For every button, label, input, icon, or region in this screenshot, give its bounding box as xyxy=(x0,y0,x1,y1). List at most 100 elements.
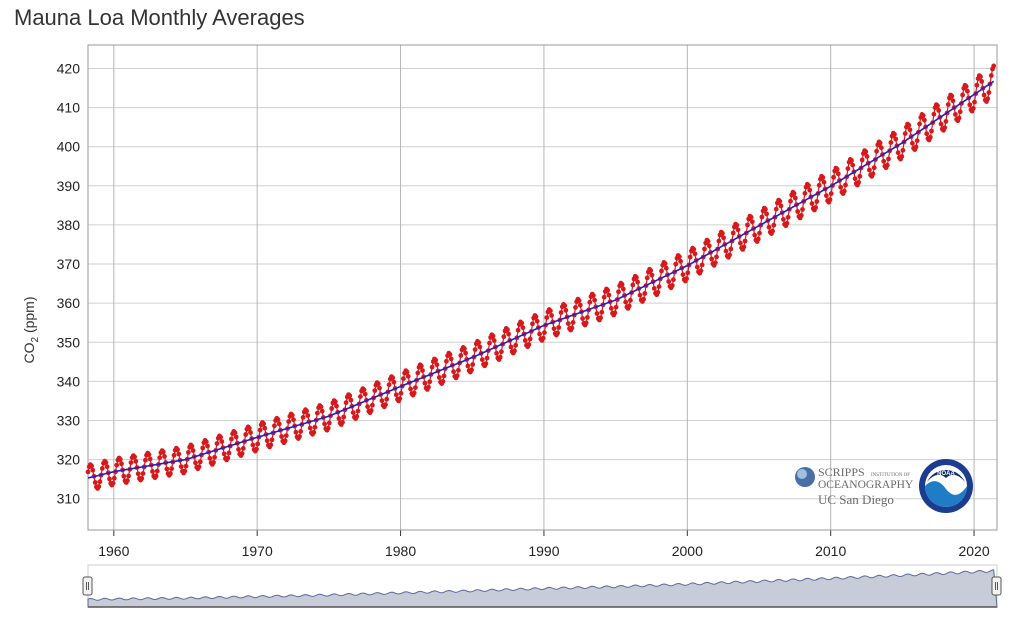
monthly-point[interactable] xyxy=(226,450,232,456)
monthly-point[interactable] xyxy=(462,346,467,351)
monthly-point[interactable] xyxy=(777,198,783,204)
monthly-point[interactable] xyxy=(957,109,963,115)
monthly-point[interactable] xyxy=(641,296,646,302)
monthly-point[interactable] xyxy=(372,388,378,393)
monthly-point[interactable] xyxy=(864,154,870,159)
monthly-point[interactable] xyxy=(283,433,289,438)
monthly-point[interactable] xyxy=(563,307,569,313)
monthly-point[interactable] xyxy=(871,165,877,171)
monthly-point[interactable] xyxy=(795,209,801,214)
monthly-point[interactable] xyxy=(272,423,277,429)
monthly-point[interactable] xyxy=(458,353,464,358)
monthly-point[interactable] xyxy=(426,384,431,390)
monthly-point[interactable] xyxy=(200,445,206,451)
monthly-point[interactable] xyxy=(576,298,582,303)
monthly-point[interactable] xyxy=(816,182,822,188)
monthly-point[interactable] xyxy=(441,373,447,379)
monthly-point[interactable] xyxy=(623,299,629,305)
monthly-point[interactable] xyxy=(246,425,252,431)
monthly-point[interactable] xyxy=(599,309,605,315)
monthly-point[interactable] xyxy=(863,149,869,155)
monthly-point[interactable] xyxy=(322,421,327,427)
monthly-point[interactable] xyxy=(390,375,396,381)
monthly-point[interactable] xyxy=(877,140,883,146)
monthly-point[interactable] xyxy=(221,451,227,457)
monthly-point[interactable] xyxy=(580,316,585,321)
monthly-point[interactable] xyxy=(752,232,758,238)
monthly-point[interactable] xyxy=(606,292,612,298)
monthly-point[interactable] xyxy=(635,279,640,285)
monthly-point[interactable] xyxy=(963,84,969,89)
monthly-point[interactable] xyxy=(619,282,625,287)
monthly-point[interactable] xyxy=(945,102,951,107)
monthly-point[interactable] xyxy=(857,173,863,179)
monthly-point[interactable] xyxy=(119,461,124,467)
monthly-point[interactable] xyxy=(99,466,105,471)
monthly-point[interactable] xyxy=(522,338,528,343)
monthly-point[interactable] xyxy=(420,368,425,373)
monthly-point[interactable] xyxy=(243,432,249,437)
monthly-point[interactable] xyxy=(587,299,593,305)
monthly-point[interactable] xyxy=(585,315,590,320)
monthly-point[interactable] xyxy=(104,464,110,470)
monthly-point[interactable] xyxy=(526,342,532,347)
monthly-point[interactable] xyxy=(666,279,672,284)
monthly-point[interactable] xyxy=(856,180,861,185)
monthly-point[interactable] xyxy=(279,434,284,439)
monthly-point[interactable] xyxy=(150,469,155,474)
monthly-point[interactable] xyxy=(573,305,578,310)
monthly-point[interactable] xyxy=(479,357,485,363)
monthly-point[interactable] xyxy=(637,292,643,298)
monthly-point[interactable] xyxy=(212,454,218,460)
monthly-point[interactable] xyxy=(393,392,399,398)
monthly-point[interactable] xyxy=(694,264,700,270)
monthly-point[interactable] xyxy=(651,286,657,291)
monthly-point[interactable] xyxy=(203,439,209,445)
monthly-point[interactable] xyxy=(229,436,234,442)
monthly-point[interactable] xyxy=(978,74,983,80)
monthly-point[interactable] xyxy=(361,387,367,393)
monthly-point[interactable] xyxy=(570,320,576,325)
monthly-point[interactable] xyxy=(262,425,268,431)
monthly-point[interactable] xyxy=(128,460,134,465)
monthly-point[interactable] xyxy=(850,162,856,168)
monthly-point[interactable] xyxy=(248,430,253,435)
monthly-point[interactable] xyxy=(544,315,550,320)
series-trend[interactable] xyxy=(87,80,995,479)
monthly-point[interactable] xyxy=(685,270,691,276)
monthly-point[interactable] xyxy=(601,294,607,300)
monthly-point[interactable] xyxy=(985,96,991,102)
monthly-point[interactable] xyxy=(807,187,813,193)
monthly-point[interactable] xyxy=(605,287,611,293)
monthly-point[interactable] xyxy=(533,314,539,320)
monthly-point[interactable] xyxy=(126,473,131,479)
monthly-point[interactable] xyxy=(254,446,259,452)
monthly-point[interactable] xyxy=(362,391,368,397)
monthly-point[interactable] xyxy=(182,468,188,474)
monthly-point[interactable] xyxy=(616,289,621,295)
monthly-point[interactable] xyxy=(484,355,490,361)
monthly-point[interactable] xyxy=(169,466,175,472)
navigator-handle-right[interactable] xyxy=(991,576,1002,596)
range-navigator[interactable] xyxy=(82,564,1002,608)
monthly-point[interactable] xyxy=(512,348,517,354)
monthly-point[interactable] xyxy=(508,344,514,350)
monthly-point[interactable] xyxy=(527,336,533,342)
monthly-point[interactable] xyxy=(730,230,736,236)
monthly-point[interactable] xyxy=(196,464,202,470)
monthly-point[interactable] xyxy=(612,310,618,316)
monthly-point[interactable] xyxy=(723,248,729,254)
monthly-point[interactable] xyxy=(562,303,568,309)
monthly-point[interactable] xyxy=(942,125,948,131)
monthly-point[interactable] xyxy=(981,92,987,98)
monthly-point[interactable] xyxy=(792,195,798,201)
monthly-point[interactable] xyxy=(341,414,347,420)
monthly-point[interactable] xyxy=(365,404,370,410)
monthly-point[interactable] xyxy=(483,361,489,366)
monthly-point[interactable] xyxy=(211,460,216,465)
monthly-point[interactable] xyxy=(784,220,790,226)
monthly-point[interactable] xyxy=(809,201,815,207)
monthly-point[interactable] xyxy=(183,463,189,469)
monthly-point[interactable] xyxy=(92,480,98,485)
monthly-point[interactable] xyxy=(268,442,274,448)
